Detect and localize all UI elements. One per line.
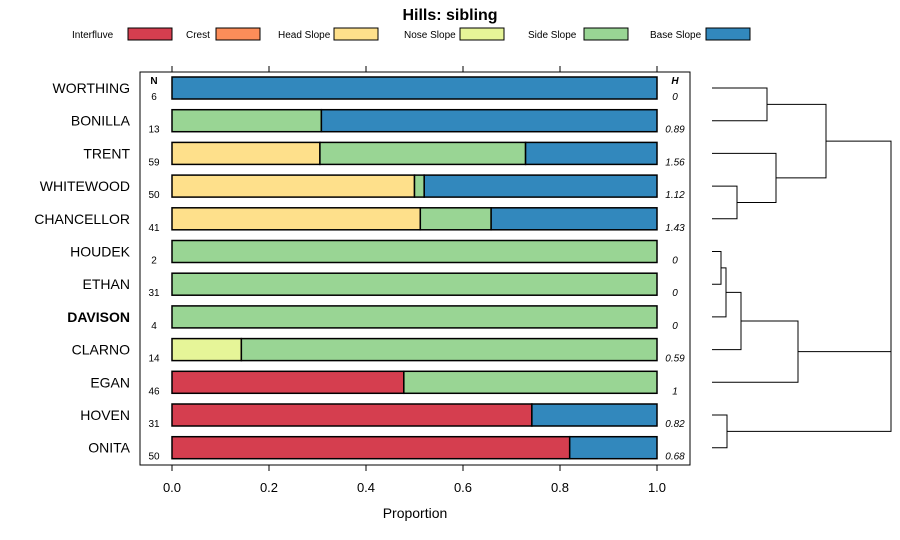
bar-segment bbox=[171, 337, 243, 362]
row-n-value: 13 bbox=[148, 125, 160, 136]
bar-segment bbox=[171, 272, 658, 296]
bar-segment bbox=[171, 108, 323, 133]
x-tick-label: 0.0 bbox=[163, 480, 181, 495]
row-n-value: 41 bbox=[148, 223, 160, 234]
legend-label: Side Slope bbox=[528, 30, 577, 41]
x-tick-label: 0.2 bbox=[260, 480, 278, 495]
row-h-value: 1.12 bbox=[665, 190, 685, 201]
row-label: BONILLA bbox=[71, 113, 131, 129]
bar-segment bbox=[240, 337, 658, 362]
row-n-value: 4 bbox=[151, 321, 157, 332]
legend-label: Crest bbox=[186, 30, 210, 41]
legend-label: Head Slope bbox=[278, 30, 331, 41]
row-h-value: 0.82 bbox=[665, 419, 685, 430]
row-h-value: 1.43 bbox=[665, 223, 685, 234]
legend-swatch bbox=[459, 27, 505, 41]
row-n-value: 50 bbox=[148, 190, 160, 201]
dendrogram-link bbox=[877, 246, 892, 432]
legend-swatch bbox=[583, 27, 629, 41]
h-column-header: H bbox=[671, 76, 679, 87]
row-n-value: 6 bbox=[151, 92, 157, 103]
bar-segment bbox=[171, 239, 658, 264]
row-n-value: 50 bbox=[148, 452, 160, 463]
legend-swatch bbox=[127, 27, 173, 41]
legend: Interfluve Crest Head Slope Nose Slope Side … bbox=[72, 27, 751, 41]
row-label: CLARNO bbox=[72, 342, 130, 358]
row-label: CHANCELLOR bbox=[34, 211, 130, 227]
bar-segment bbox=[171, 174, 416, 198]
row-h-value: 0.89 bbox=[665, 125, 685, 136]
row-n-value: 31 bbox=[148, 419, 160, 430]
row-h-value: 1.56 bbox=[665, 157, 685, 168]
row-label: ETHAN bbox=[83, 276, 130, 292]
row-label: DAVISON bbox=[67, 309, 130, 325]
n-column-header: N bbox=[150, 76, 157, 87]
row-h-value: 0 bbox=[672, 92, 678, 103]
bar-segment bbox=[531, 403, 658, 427]
legend-swatch bbox=[705, 27, 751, 41]
bar-segment bbox=[403, 370, 658, 395]
row-label: WHITEWOOD bbox=[40, 178, 130, 194]
row-h-value: 1 bbox=[672, 386, 678, 397]
x-tick-label: 0.8 bbox=[551, 480, 569, 495]
dendrogram-link bbox=[712, 320, 799, 383]
bar-segment bbox=[171, 435, 571, 460]
bar-segment bbox=[419, 207, 492, 231]
row-h-value: 0.68 bbox=[665, 452, 685, 463]
row-h-value: 0 bbox=[672, 321, 678, 332]
row-n-value: 46 bbox=[148, 386, 160, 397]
row-n-value: 2 bbox=[151, 256, 157, 267]
bar-segment bbox=[171, 141, 321, 166]
row-n-value: 31 bbox=[148, 288, 160, 299]
row-h-value: 0 bbox=[672, 256, 678, 267]
x-tick-label: 1.0 bbox=[648, 480, 666, 495]
bar-segment bbox=[490, 207, 658, 231]
legend-swatch bbox=[215, 27, 261, 41]
dendrogram-link bbox=[712, 414, 728, 449]
bar-segment bbox=[320, 108, 658, 133]
dendrogram-link bbox=[712, 152, 777, 203]
plot-frame bbox=[139, 71, 691, 466]
bar-segment bbox=[171, 305, 658, 329]
row-n-value: 59 bbox=[148, 157, 160, 168]
x-tick-label: 0.4 bbox=[357, 480, 375, 495]
x-axis: 0.0 0.2 0.4 0.6 0.8 1.0 bbox=[163, 66, 666, 495]
bar-segment bbox=[423, 174, 658, 198]
dendrogram-link bbox=[712, 251, 722, 285]
row-label: ONITA bbox=[88, 440, 130, 456]
dendrogram-link bbox=[712, 87, 768, 122]
dendrogram-link bbox=[798, 140, 892, 353]
bar-segment bbox=[413, 174, 425, 198]
bar-segment bbox=[524, 141, 658, 166]
bar-segment bbox=[171, 370, 405, 395]
x-axis-label: Proportion bbox=[383, 505, 448, 521]
dendrogram-link bbox=[712, 267, 727, 318]
dendrogram-link bbox=[712, 185, 738, 220]
row-label: TRENT bbox=[83, 145, 130, 161]
row-label: HOUDEK bbox=[70, 244, 131, 260]
dendrogram bbox=[712, 87, 892, 449]
legend-label: Interfluve bbox=[72, 30, 114, 41]
row-n-value: 14 bbox=[148, 354, 160, 365]
row-h-value: 0.59 bbox=[665, 354, 685, 365]
bar-segment bbox=[171, 76, 658, 100]
x-tick-label: 0.6 bbox=[454, 480, 472, 495]
bar-segment bbox=[568, 435, 658, 460]
legend-swatch bbox=[333, 27, 379, 41]
chart-title: Hills: sibling bbox=[402, 7, 497, 24]
row-label: HOVEN bbox=[80, 407, 130, 423]
bar-segment bbox=[171, 403, 533, 427]
row-label: WORTHING bbox=[52, 80, 130, 96]
bar-segment bbox=[319, 141, 527, 166]
bar-segment bbox=[171, 207, 422, 231]
row-label: EGAN bbox=[90, 374, 130, 390]
row-h-value: 0 bbox=[672, 288, 678, 299]
bar-rows: WORTHING 6 0 BONILLA 13 0.89 TRENT 59 1.56 WHITEW… bbox=[34, 76, 685, 463]
legend-label: Base Slope bbox=[650, 30, 702, 41]
legend-label: Nose Slope bbox=[404, 30, 456, 41]
